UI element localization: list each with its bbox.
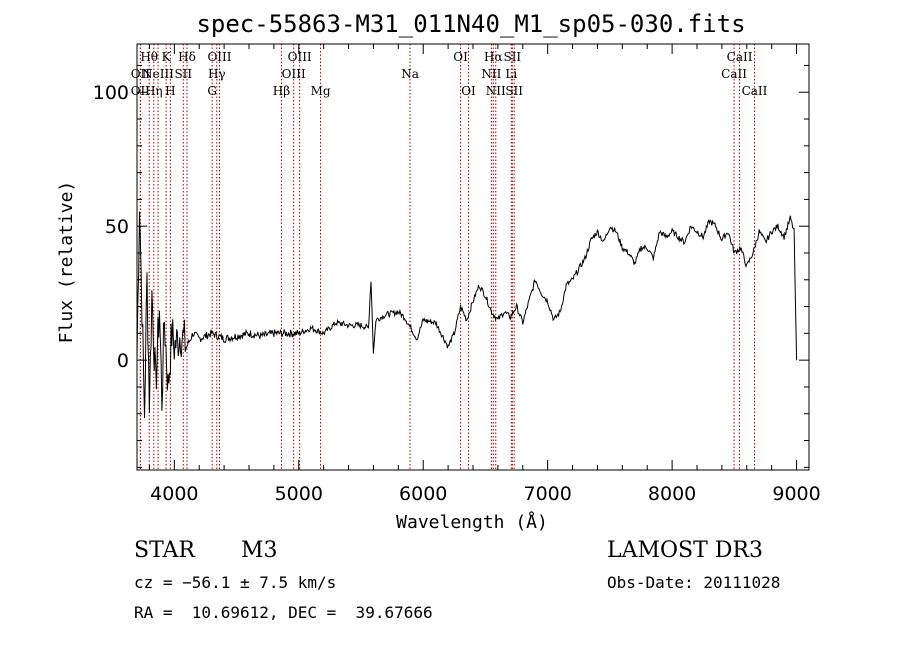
spectrum-series (136, 211, 798, 419)
coordinates-text: RA = 10.69612, DEC = 39.67666 (134, 603, 433, 622)
chart-title: spec-55863-M31_011N40_M1_sp05-030.fits (196, 10, 745, 38)
y-tick-label: 0 (117, 350, 129, 372)
emission-line-label: SII (505, 84, 523, 98)
emission-line-label: Hθ (140, 50, 158, 64)
emission-line-label: OII (131, 84, 151, 98)
object-subclass: M3 (241, 538, 278, 563)
x-tick-label: 6000 (399, 483, 447, 505)
y-tick-label: 100 (93, 82, 129, 104)
axis-ticks (137, 44, 809, 470)
emission-line-label: Hη (145, 84, 163, 98)
emission-line-label: OIII (207, 50, 231, 64)
emission-line-label: Li (505, 67, 517, 81)
obs-date-text: Obs-Date: 20111028 (607, 573, 781, 592)
emission-line-label: Hα (484, 50, 503, 64)
redshift-text: cz = −56.1 ± 7.5 km/s (134, 573, 337, 592)
emission-line-label: K (162, 50, 172, 64)
x-tick-label: 5000 (275, 483, 323, 505)
emission-line-label: Hδ (178, 50, 196, 64)
x-axis-label: Wavelength (Å) (396, 511, 548, 533)
emission-line-label: NeIII (142, 67, 174, 81)
object-class: STAR (134, 538, 195, 563)
emission-line-label: CaII (721, 67, 747, 81)
x-tick-label: 8000 (648, 483, 696, 505)
emission-line-label: SII (503, 50, 521, 64)
emission-line-label: NII (481, 67, 501, 81)
axis-tick-labels: 4000 5000 6000 7000 8000 9000 0 50 100 (93, 82, 821, 505)
spectrum-line (136, 211, 798, 419)
emission-line-label: OIII (282, 67, 306, 81)
emission-line-label: G (207, 84, 217, 98)
y-tick-label: 50 (105, 216, 129, 238)
x-tick-label: 7000 (523, 483, 571, 505)
emission-line-label: NII (486, 84, 506, 98)
survey-label: LAMOST DR3 (607, 538, 763, 563)
x-tick-label: 9000 (772, 483, 820, 505)
emission-line-label: Hβ (273, 84, 290, 98)
emission-line-label: OII (131, 67, 151, 81)
emission-line-label: SII (174, 67, 192, 81)
emission-line-markers (139, 44, 755, 470)
plot-frame (136, 43, 810, 471)
emission-line-label: OIII (288, 50, 312, 64)
emission-line-label: Hγ (208, 67, 226, 81)
emission-line-label: OI (461, 84, 476, 98)
emission-line-label: Mg (311, 84, 331, 98)
emission-line-label: CaII (742, 84, 768, 98)
y-axis-label: Flux (relative) (56, 181, 77, 344)
emission-line-labels: OII OII Hθ Hη NeIII K H SII Hδ G Hγ OIII Hβ OIII OIII M… (131, 50, 768, 98)
emission-line-label: OI (453, 50, 468, 64)
emission-line-label: CaII (727, 50, 753, 64)
x-tick-label: 4000 (150, 483, 198, 505)
emission-line-label: H (165, 84, 175, 98)
emission-line-label: Na (401, 67, 419, 81)
